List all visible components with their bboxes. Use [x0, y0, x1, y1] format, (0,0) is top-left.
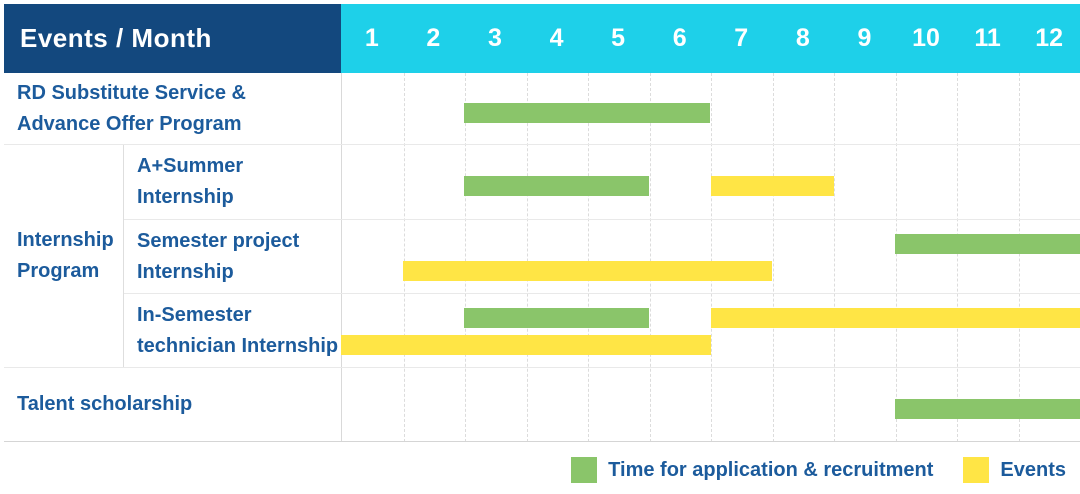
row-label-line: Internship	[137, 260, 234, 283]
gantt-bar-green	[464, 102, 711, 123]
legend: Time for application & recruitment Event…	[571, 457, 1066, 483]
group-label: Internship Program	[4, 145, 124, 367]
gantt-bar-green	[464, 308, 649, 328]
month-header-row: 1 2 3 4 5 6 7 8 9 10 11 12	[341, 4, 1080, 73]
gantt-body: RD Substitute Service & Advance Offer Pro…	[4, 73, 1080, 442]
row-label-line: technician Internship	[137, 334, 339, 357]
table-row: RD Substitute Service & Advance Offer Pro…	[4, 73, 1080, 145]
month-label: 2	[426, 24, 441, 52]
gantt-bar-green	[464, 176, 649, 196]
gantt-bar-green	[895, 398, 1080, 419]
gantt-bar-yellow	[710, 176, 834, 196]
month-label: 12	[1035, 24, 1064, 52]
month-label: 10	[912, 24, 940, 52]
row-label-line: A+Summer	[137, 155, 244, 177]
gantt-bar-green	[895, 234, 1080, 254]
row-chart-area	[341, 294, 1080, 367]
table-row: Talent scholarship	[4, 368, 1080, 442]
row-label: Talent scholarship	[4, 368, 341, 441]
gantt-bar-yellow	[341, 335, 711, 355]
header-title: Events / Month	[4, 4, 341, 73]
row-label-line: Advance Offer Program	[17, 112, 242, 135]
row-chart-area	[341, 145, 1080, 219]
row-label-line: Internship	[137, 186, 234, 208]
month-label: 7	[734, 24, 749, 52]
gantt-table: Events / Month 1 2 3 4 5 6 7 8 9 10 11 12 RD Substi…	[4, 4, 1080, 442]
month-label: 1	[364, 24, 379, 52]
gantt-bar-yellow	[402, 261, 773, 281]
row-chart-area	[341, 220, 1080, 293]
month-label: 6	[672, 24, 687, 52]
table-row-group: Internship Program A+Summer Internship Semes…	[4, 145, 1080, 368]
month-label: 9	[857, 24, 872, 52]
legend-swatch-application-icon	[571, 457, 598, 483]
row-label-line: RD Substitute Service &	[17, 81, 246, 104]
row-label: Semester project Internship	[124, 220, 341, 293]
month-label: 5	[611, 24, 626, 52]
month-label: 4	[549, 24, 564, 52]
row-label: RD Substitute Service & Advance Offer Pro…	[4, 73, 341, 144]
row-label: A+Summer Internship	[124, 145, 341, 219]
table-row: A+Summer Internship	[124, 145, 1080, 220]
group-label-line: Program	[17, 260, 100, 282]
row-label-line: Talent scholarship	[17, 393, 193, 415]
table-row: In-Semester technician Internship	[124, 294, 1080, 367]
month-label: 3	[487, 24, 502, 52]
group-subrows: A+Summer Internship Semester project Intern…	[124, 145, 1080, 367]
row-label-line: Semester project	[137, 229, 300, 252]
table-row: Semester project Internship	[124, 220, 1080, 294]
legend-swatch-events-icon	[963, 457, 990, 483]
table-header: Events / Month 1 2 3 4 5 6 7 8 9 10 11 12	[4, 4, 1080, 73]
row-label-line: In-Semester	[137, 303, 252, 326]
row-chart-area	[341, 73, 1080, 144]
month-label: 8	[795, 24, 810, 52]
legend-label-events: Events	[1000, 458, 1066, 481]
legend-label-application: Time for application & recruitment	[608, 458, 934, 481]
group-label-line: Internship	[17, 229, 114, 251]
month-label: 11	[974, 24, 1001, 52]
row-label: In-Semester technician Internship	[124, 294, 341, 367]
gantt-bar-yellow	[710, 308, 1080, 328]
row-chart-area	[341, 368, 1080, 441]
